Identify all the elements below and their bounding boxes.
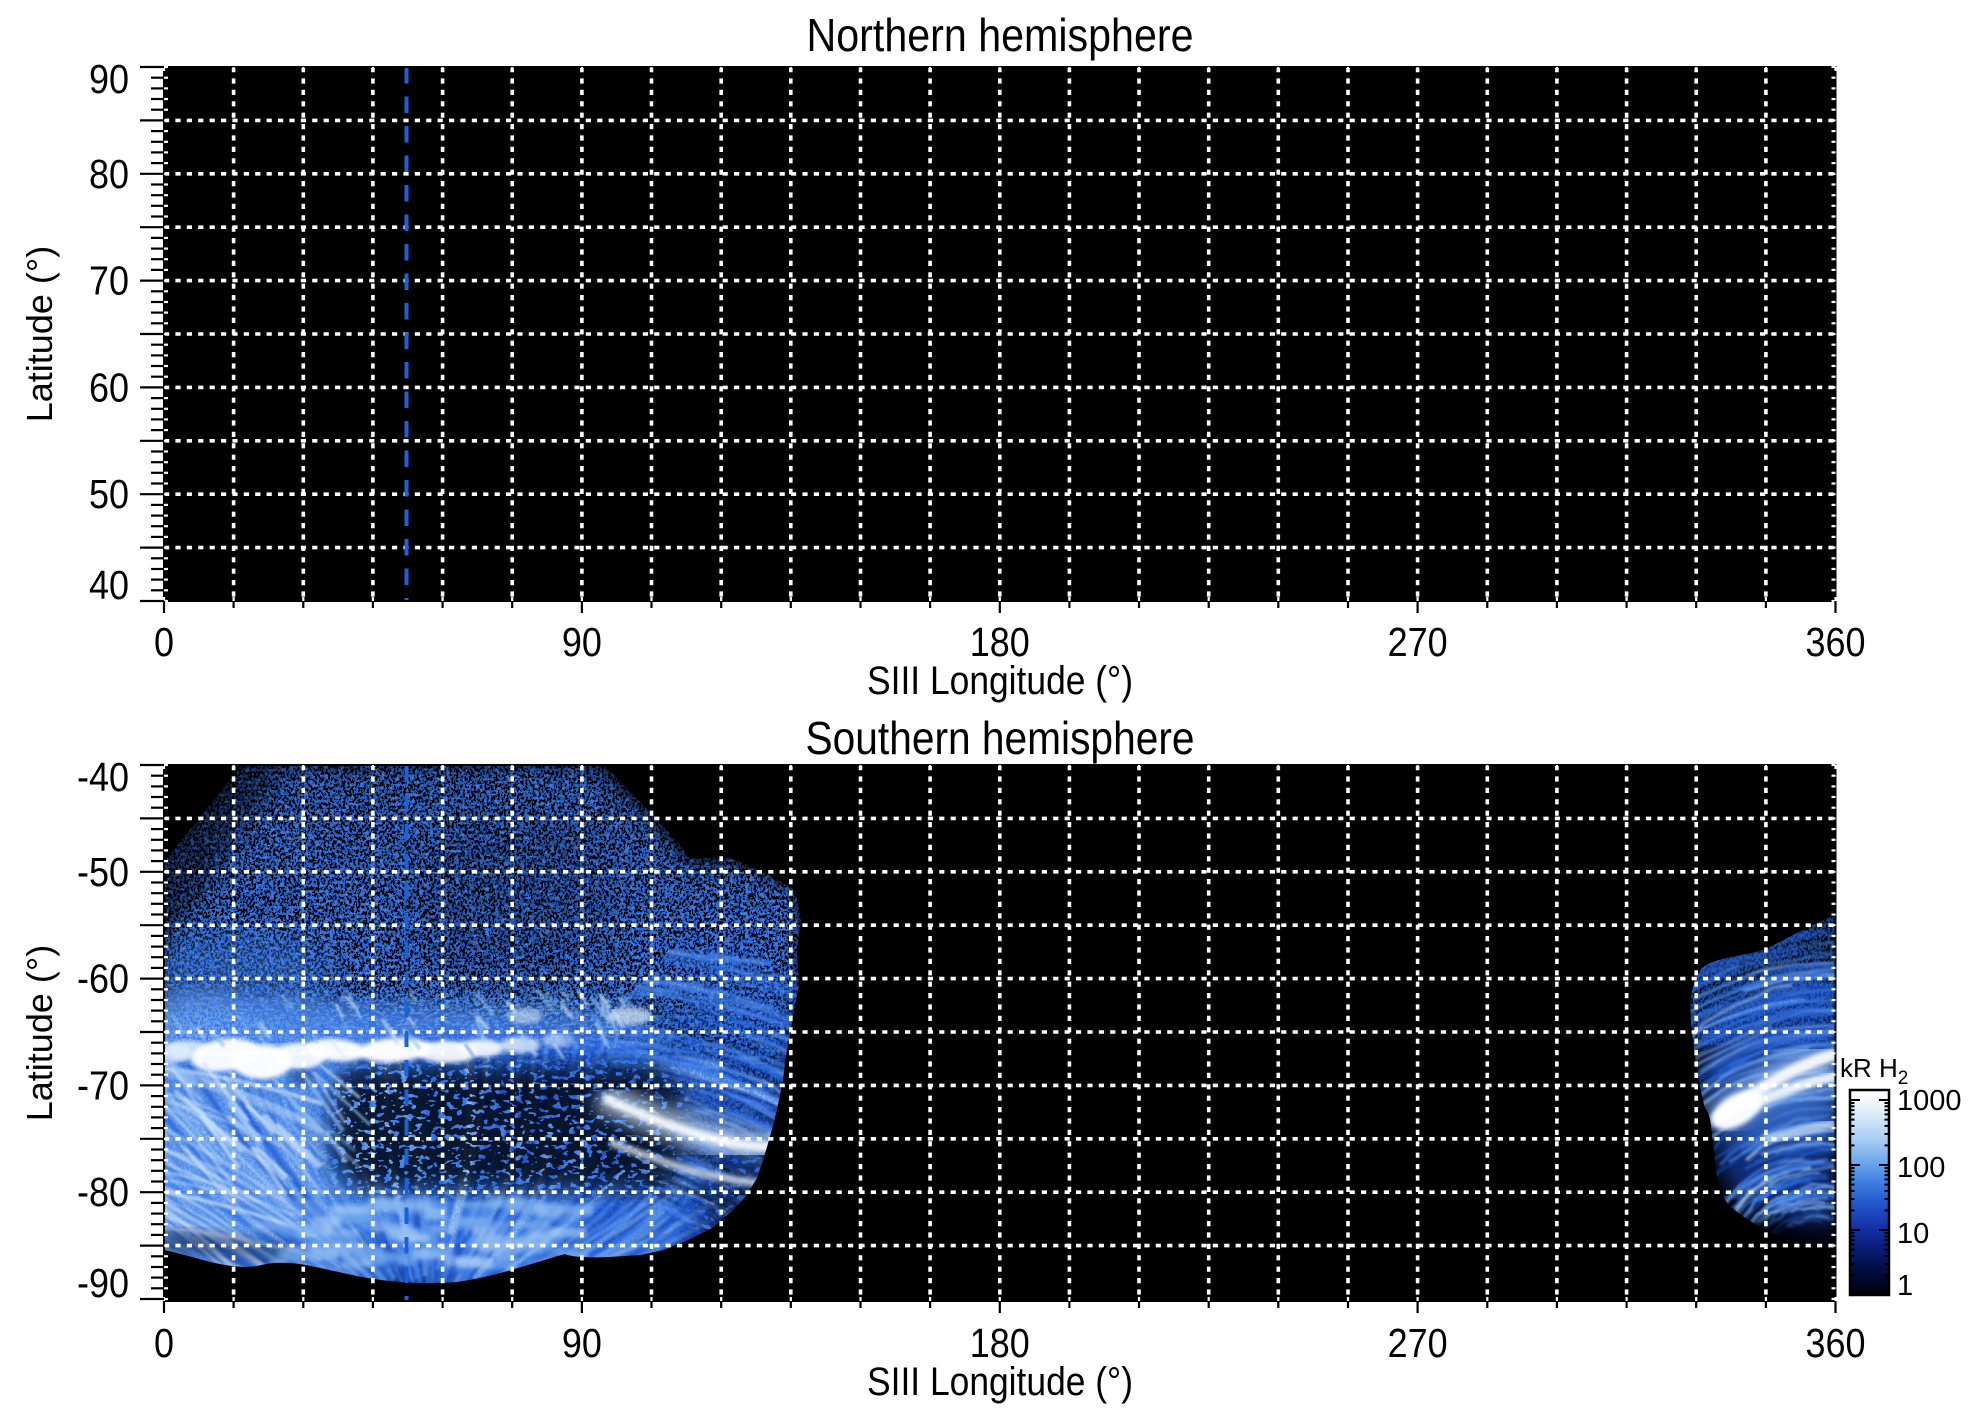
svg-text:70: 70 — [89, 258, 129, 304]
svg-text:SIII Longitude (°): SIII Longitude (°) — [867, 1360, 1133, 1404]
svg-text:360: 360 — [1806, 1320, 1866, 1366]
svg-text:-80: -80 — [77, 1169, 129, 1215]
svg-text:0: 0 — [154, 1320, 174, 1366]
svg-text:Latitude (°): Latitude (°) — [19, 945, 60, 1121]
svg-text:-50: -50 — [77, 849, 129, 895]
svg-text:-40: -40 — [77, 754, 129, 800]
svg-text:270: 270 — [1388, 619, 1448, 665]
svg-text:Northern hemisphere: Northern hemisphere — [807, 9, 1194, 61]
svg-text:-90: -90 — [77, 1260, 129, 1306]
svg-text:40: 40 — [89, 562, 129, 608]
svg-text:90: 90 — [562, 1320, 602, 1366]
svg-text:-60: -60 — [77, 956, 129, 1002]
svg-text:1: 1 — [1897, 1270, 1913, 1302]
svg-text:Latitude (°): Latitude (°) — [19, 246, 60, 422]
svg-text:1000: 1000 — [1897, 1085, 1962, 1117]
svg-text:60: 60 — [89, 364, 129, 410]
svg-text:90: 90 — [562, 619, 602, 665]
svg-text:90: 90 — [89, 56, 129, 102]
svg-text:Southern hemisphere: Southern hemisphere — [806, 712, 1195, 764]
svg-text:0: 0 — [154, 619, 174, 665]
svg-text:360: 360 — [1806, 619, 1866, 665]
svg-text:-70: -70 — [77, 1062, 129, 1108]
svg-text:270: 270 — [1388, 1320, 1448, 1366]
svg-text:80: 80 — [89, 151, 129, 197]
svg-text:180: 180 — [970, 1320, 1030, 1366]
svg-text:100: 100 — [1897, 1152, 1945, 1184]
svg-text:SIII Longitude (°): SIII Longitude (°) — [867, 659, 1133, 703]
svg-text:10: 10 — [1897, 1218, 1929, 1250]
svg-text:180: 180 — [970, 619, 1030, 665]
svg-text:50: 50 — [89, 471, 129, 517]
